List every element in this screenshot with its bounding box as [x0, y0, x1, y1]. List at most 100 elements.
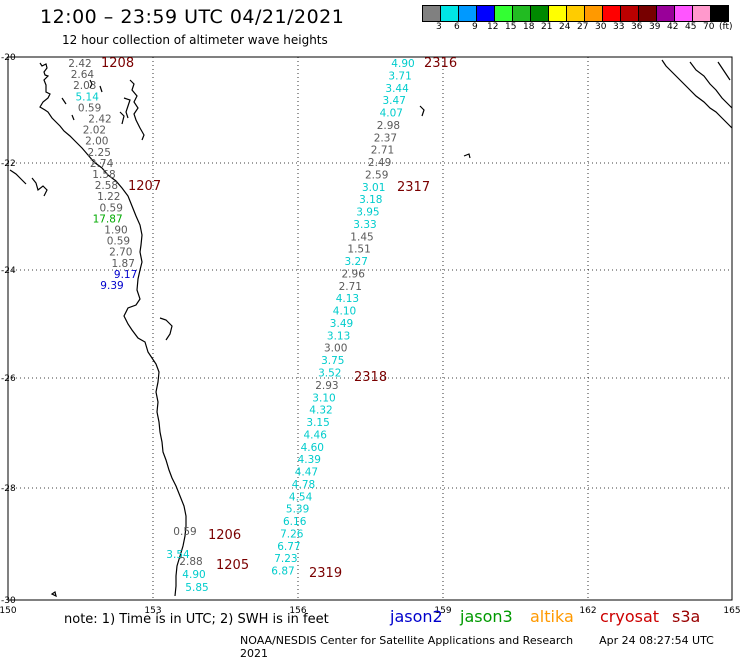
wave-height-label: 3.95	[356, 207, 379, 219]
lon-tick-label: 153	[144, 606, 161, 616]
wave-height-label: 2.71	[371, 145, 394, 157]
satellite-name: altika	[530, 607, 574, 626]
wave-height-label: 1.87	[112, 258, 135, 270]
wave-height-label: 4.46	[304, 429, 328, 441]
wave-height-label: 2.37	[374, 132, 397, 144]
wave-height-label: 0.59	[100, 202, 123, 214]
islet-6	[463, 153, 471, 159]
wave-height-label: 0.59	[78, 102, 101, 114]
time-label: 1208	[101, 56, 134, 71]
wave-height-label: 3.47	[383, 95, 406, 107]
wave-height-label: 9.39	[100, 280, 123, 292]
wave-height-label: 4.47	[295, 467, 318, 479]
wave-height-label: 5.85	[185, 582, 208, 594]
color-legend	[422, 5, 729, 22]
wave-height-label: 2.74	[90, 158, 114, 170]
wave-height-label: 2.49	[368, 157, 391, 169]
wave-height-label: 5.14	[76, 91, 100, 103]
legend-label: 39	[649, 22, 661, 32]
wave-height-label: 2.93	[315, 380, 338, 392]
credit-text: NOAA/NESDIS Center for Satellite Applica…	[240, 634, 574, 647]
grid-lines	[8, 57, 732, 600]
coast-detail-2	[9, 169, 27, 185]
legend-label: 27	[577, 22, 589, 32]
islet-5	[419, 105, 425, 117]
wave-height-label: 3.33	[353, 219, 376, 231]
legend-label: 3	[436, 22, 442, 32]
wave-height-label: 2.98	[377, 120, 400, 132]
wave-height-label: 3.13	[327, 330, 350, 342]
satellite-name: jason2	[390, 607, 443, 626]
wave-height-label: 1.51	[347, 244, 370, 256]
wave-height-label: 4.10	[333, 306, 356, 318]
wave-height-label: 4.54	[289, 491, 313, 503]
wave-height-label: 4.90	[391, 58, 414, 70]
wave-height-label: 6.16	[283, 516, 307, 528]
legend-label: 15	[505, 22, 517, 32]
legend-label: 21	[541, 22, 553, 32]
time-label: 2318	[354, 370, 387, 385]
wave-height-label: 2.25	[88, 147, 111, 159]
wave-height-label: 2.02	[83, 125, 106, 137]
wave-height-label: 3.49	[330, 318, 353, 330]
lat-tick-label: -26	[1, 374, 16, 384]
legend-label: 18	[523, 22, 535, 32]
wave-height-label: 2.03	[73, 80, 96, 92]
legend-label: 70	[703, 22, 715, 32]
coastline	[9, 59, 733, 598]
lon-tick-label: 159	[434, 606, 451, 616]
wave-height-label: 7.26	[280, 528, 304, 540]
legend-label: 24	[559, 22, 571, 32]
time-label: 1205	[216, 558, 249, 573]
lon-tick-label: 156	[289, 606, 306, 616]
footnote: note: 1) Time is in UTC; 2) SWH is in fe…	[64, 612, 329, 627]
time-label: 1207	[128, 179, 161, 194]
wave-height-label: 1.22	[97, 191, 120, 203]
lat-tick-label: -22	[1, 159, 16, 169]
time-label: 2319	[309, 566, 342, 581]
lon-tick-label: 162	[579, 606, 596, 616]
legend-label: 33	[613, 22, 625, 32]
time-label: 2317	[397, 180, 430, 195]
wave-height-label: 2.70	[109, 247, 132, 259]
fraser-island	[159, 317, 173, 341]
wave-height-label: 1.45	[350, 231, 373, 243]
island-1	[129, 79, 145, 141]
map-subtitle: 12 hour collection of altimeter wave hei…	[62, 33, 328, 47]
satellite-name: cryosat	[600, 607, 660, 626]
coast-detail-1	[31, 177, 48, 197]
islet-4	[71, 114, 75, 121]
plot-frame	[7, 56, 733, 601]
lat-tick-label: -20	[1, 53, 16, 63]
wave-height-label: 1.58	[92, 169, 115, 181]
wave-height-label: 3.44	[385, 83, 409, 95]
island-3	[119, 111, 125, 125]
legend-label: 30	[595, 22, 607, 32]
wave-height-label: 4.90	[182, 569, 205, 581]
island-2	[123, 97, 131, 119]
wave-height-label: 4.07	[380, 108, 403, 120]
legend-label: 9	[472, 22, 478, 32]
wave-height-label: 7.23	[274, 553, 297, 565]
wave-height-points: 2.422.642.035.140.592.422.022.002.252.74…	[68, 58, 414, 594]
wave-height-label: 2.00	[85, 136, 108, 148]
wave-height-label: 4.78	[292, 479, 315, 491]
wave-height-label: 3.18	[359, 194, 382, 206]
wave-height-label: 4.60	[301, 442, 324, 454]
wave-height-label: 3.71	[388, 70, 411, 82]
new-caledonia	[661, 59, 733, 129]
map-title: 12:00 – 23:59 UTC 04/21/2021	[40, 6, 345, 28]
satellite-name: s3a	[672, 607, 701, 626]
legend-label: 42	[667, 22, 679, 32]
wave-height-label: 2.96	[342, 269, 366, 281]
time-label: 1206	[208, 528, 241, 543]
new-caledonia-2	[689, 61, 733, 109]
lat-tick-label: -30	[1, 596, 16, 606]
wave-height-label: 3.75	[321, 355, 344, 367]
islet-3	[61, 97, 67, 105]
wave-height-label: 0.59	[107, 236, 130, 248]
wave-height-label: 2.42	[88, 114, 111, 126]
lord-howe-island	[50, 591, 57, 598]
